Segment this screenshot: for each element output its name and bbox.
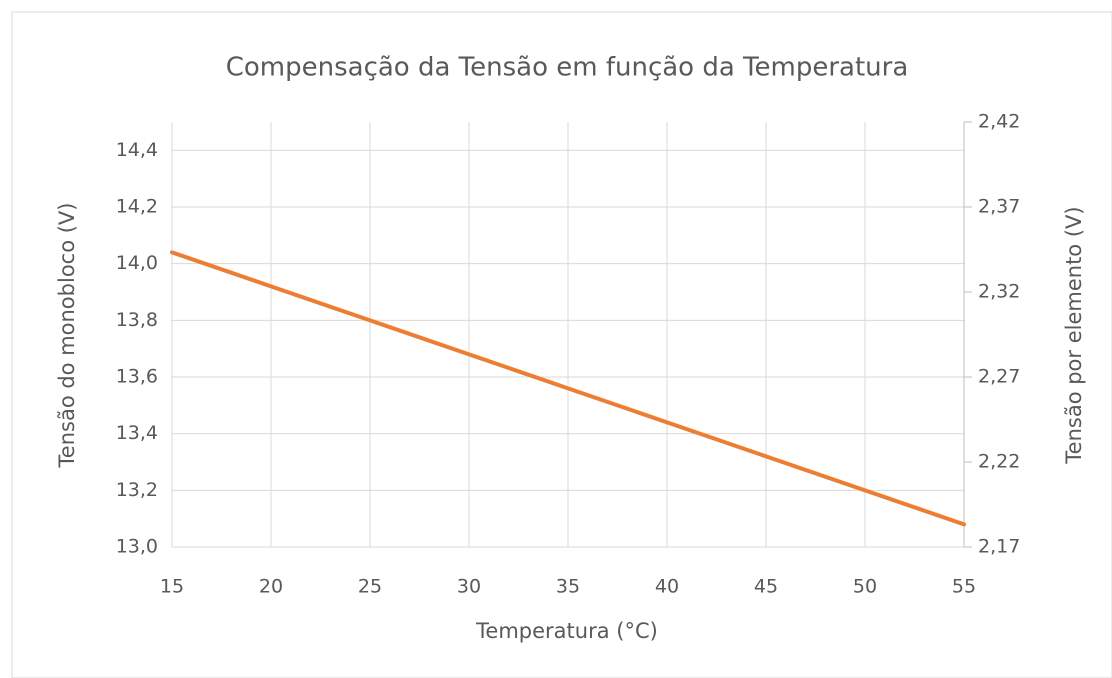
y-tick-label: 14,0 [116, 252, 158, 274]
y-axis-title: Tensão do monobloco (V) [55, 203, 79, 469]
x-tick-label: 20 [259, 576, 283, 598]
y-tick-label: 13,8 [116, 309, 158, 331]
x-axis-title: Temperatura (°C) [475, 619, 658, 643]
y2-tick-label: 2,27 [978, 366, 1020, 388]
x-tick-label: 55 [952, 576, 976, 598]
y-tick-label: 14,4 [116, 139, 158, 161]
x-tick-label: 15 [160, 576, 184, 598]
y2-tick-label: 2,17 [978, 536, 1020, 558]
y2-tick-label: 2,42 [978, 111, 1020, 133]
y2-tick-label: 2,32 [978, 281, 1020, 303]
chart-frame [11, 11, 1112, 678]
y2-axis-title: Tensão por elemento (V) [1062, 206, 1086, 464]
y-tick-label: 13,0 [116, 536, 158, 558]
y-tick-label: 13,2 [116, 479, 158, 501]
x-tick-label: 30 [457, 576, 481, 598]
y2-tick-label: 2,22 [978, 451, 1020, 473]
x-tick-label: 25 [358, 576, 382, 598]
data-line [170, 250, 966, 527]
y2-tick-label: 2,37 [978, 196, 1020, 218]
y-tick-label: 13,6 [116, 366, 158, 388]
y-tick-label: 14,2 [116, 196, 158, 218]
x-tick-label: 50 [853, 576, 877, 598]
chart-title: Compensação da Tensão em função da Tempe… [226, 53, 909, 83]
x-tick-label: 40 [655, 576, 679, 598]
y-tick-label: 13,4 [116, 422, 158, 444]
x-tick-label: 45 [754, 576, 778, 598]
x-tick-label: 35 [556, 576, 580, 598]
